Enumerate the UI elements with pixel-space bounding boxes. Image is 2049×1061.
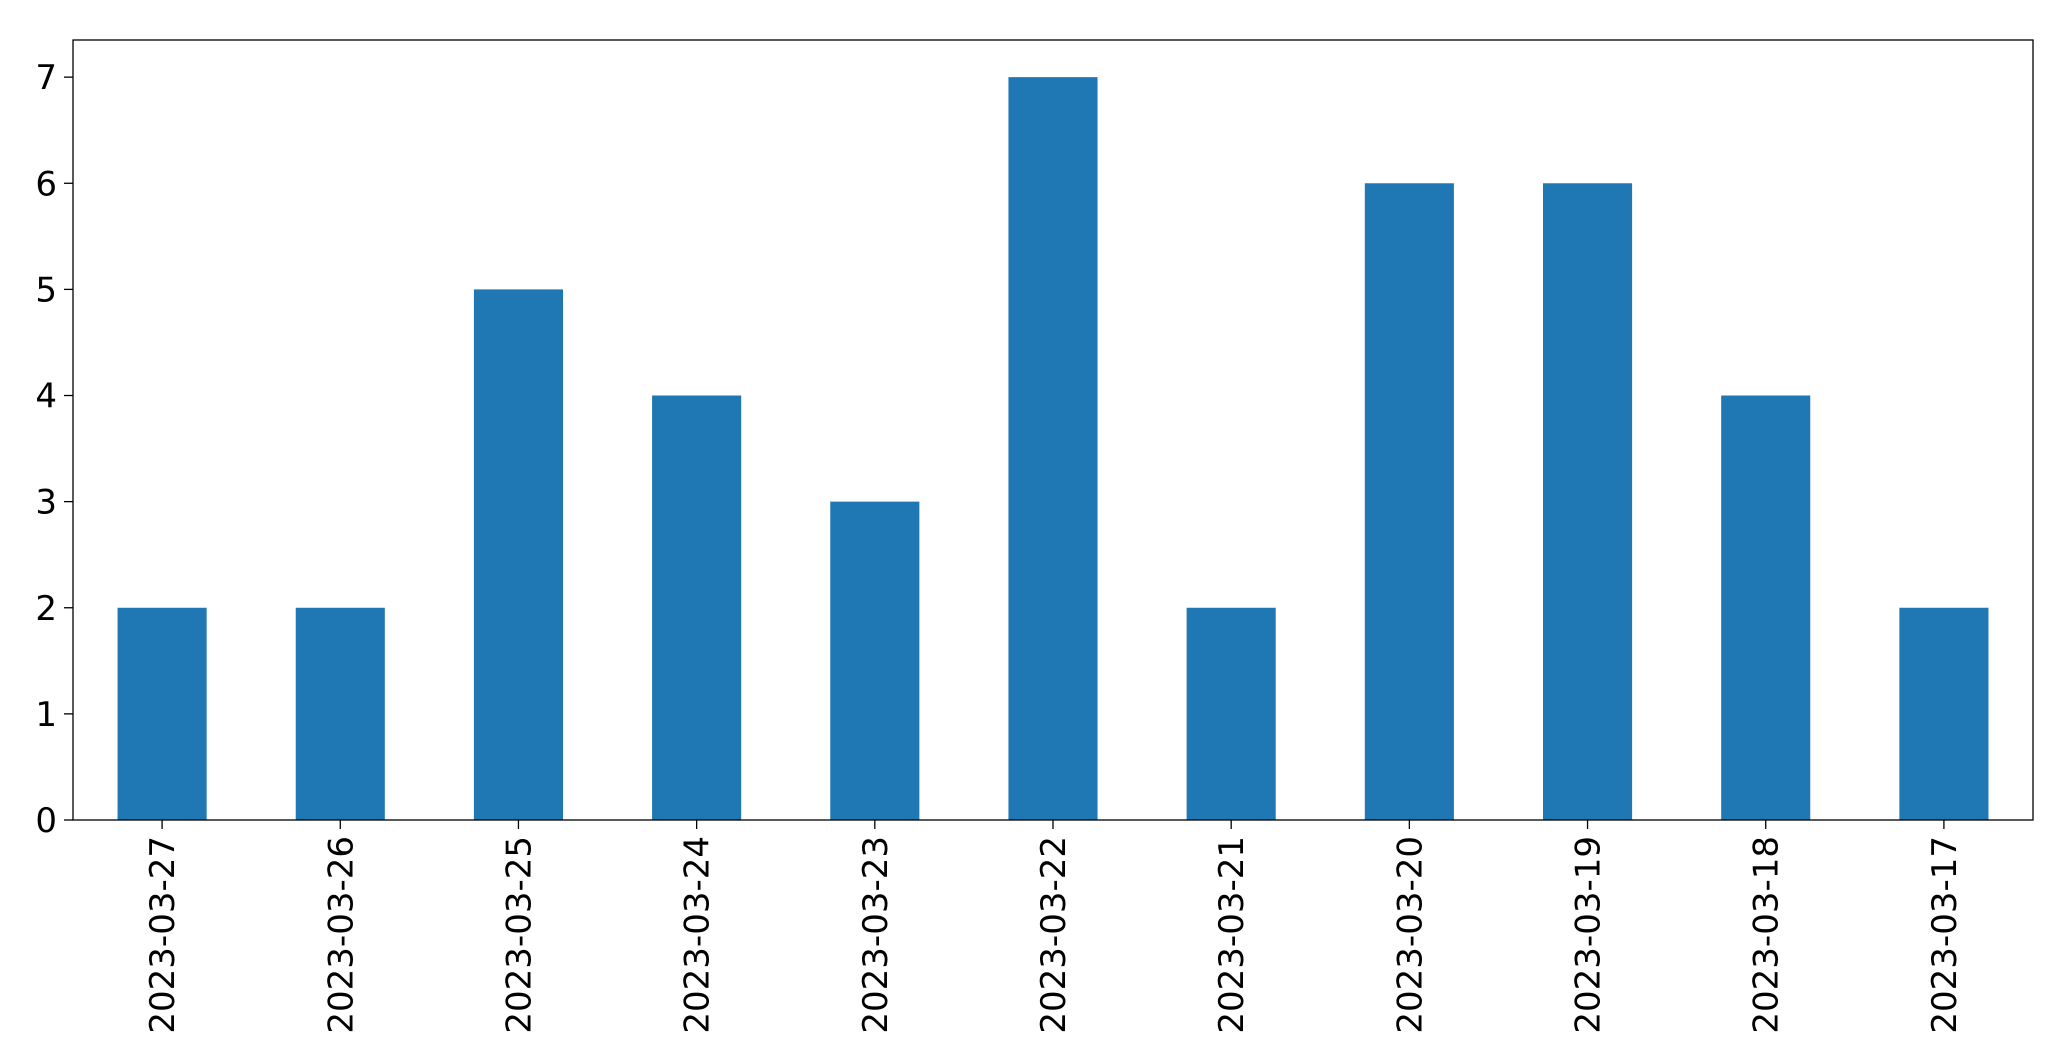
bar [1543,183,1633,820]
bar [652,395,742,820]
bar [1008,77,1098,820]
bar [117,607,207,820]
x-tick-label: 2023-03-25 [499,836,539,1034]
y-tick-label: 6 [35,164,57,204]
plot-frame [72,39,2034,821]
x-tick-label: 2023-03-19 [1569,836,1609,1034]
bar [1186,607,1276,820]
bar [295,607,385,820]
y-tick-label: 1 [35,695,57,735]
x-tick-label: 2023-03-27 [143,836,183,1034]
x-tick-label: 2023-03-26 [321,836,361,1034]
x-tick-label: 2023-03-23 [856,836,896,1034]
y-tick-label: 7 [35,58,57,98]
x-tick-label: 2023-03-24 [678,836,718,1034]
bar [1899,607,1989,820]
y-tick-label: 5 [35,270,57,310]
y-tick-label: 3 [35,483,57,523]
y-tick-label: 4 [35,377,57,417]
x-tick-label: 2023-03-17 [1925,836,1965,1034]
bar [1721,395,1811,820]
bar [830,501,920,820]
x-tick-label: 2023-03-21 [1212,836,1252,1034]
bar [1364,183,1454,820]
x-tick-label: 2023-03-18 [1747,836,1787,1034]
y-tick-label: 0 [35,801,57,841]
x-tick-label: 2023-03-20 [1390,836,1430,1034]
bar [473,289,563,820]
y-tick-label: 2 [35,589,57,629]
x-tick-label: 2023-03-22 [1034,836,1074,1034]
